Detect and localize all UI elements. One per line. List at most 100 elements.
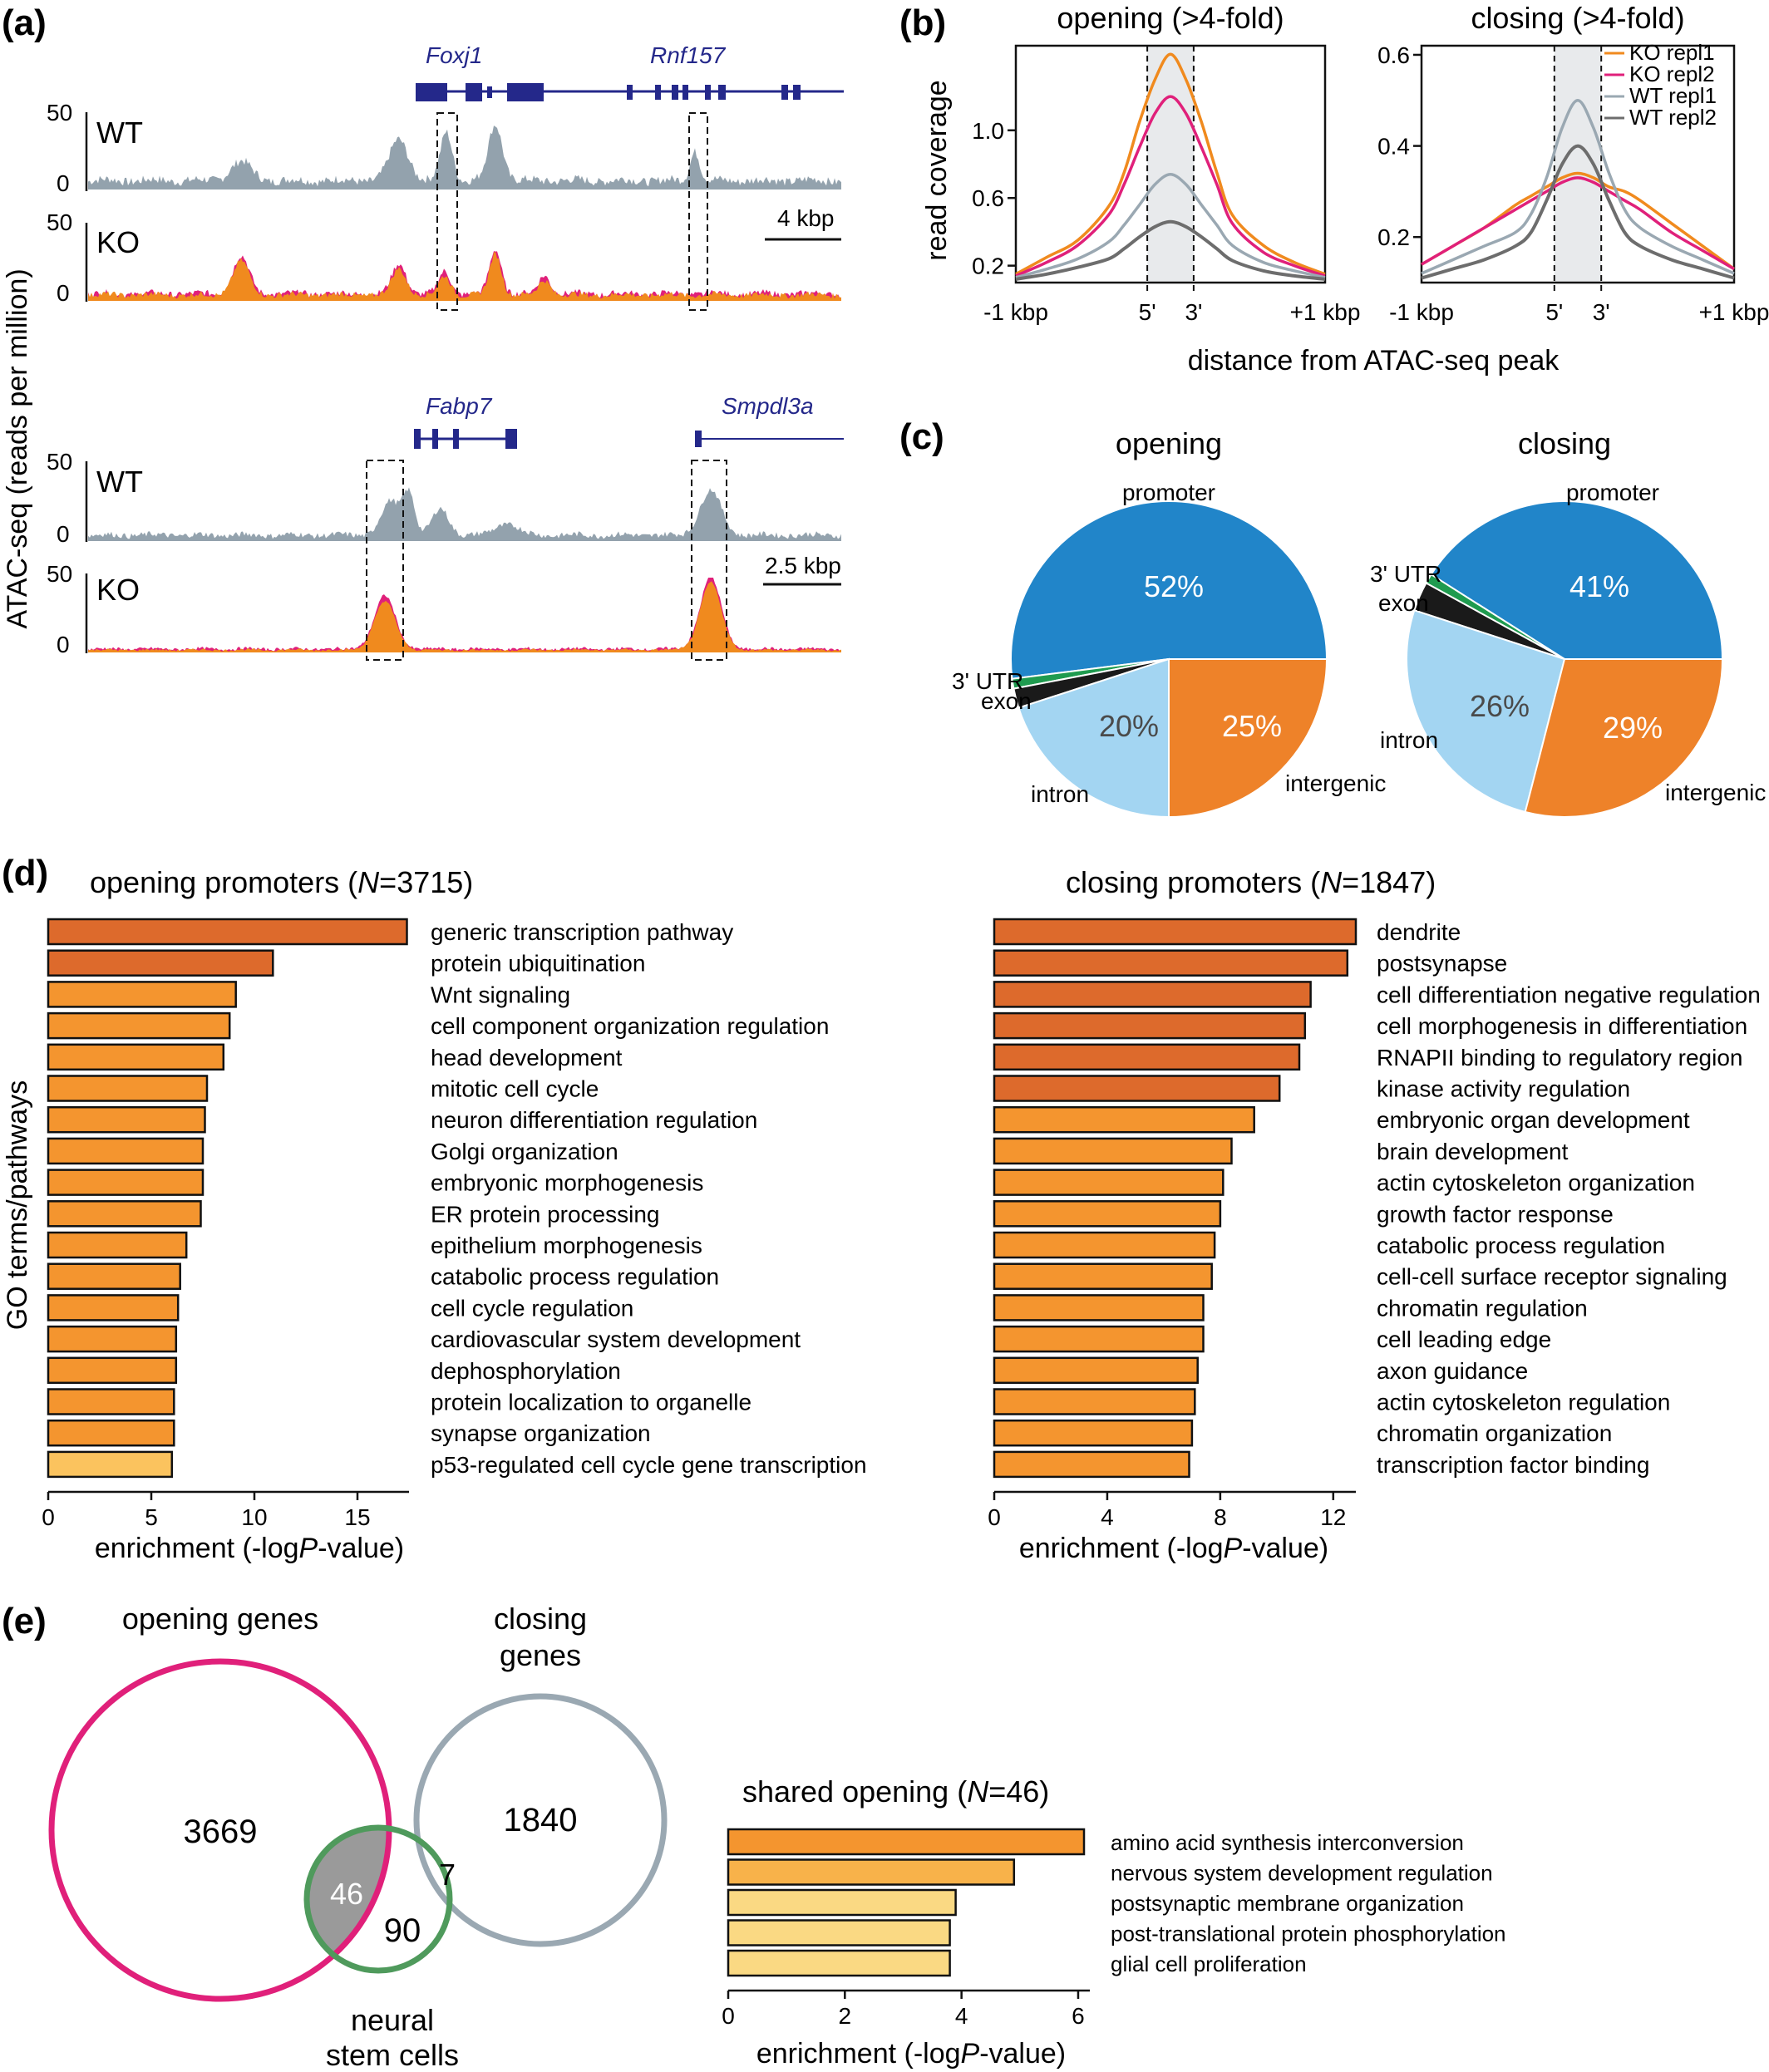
bar-category-label: chromatin organization [1377, 1420, 1612, 1446]
panel-a: (a) ATAC-seq (reads per million) Foxj1 R… [2, 2, 844, 661]
pie-category-label: intron [1380, 727, 1438, 753]
y-tick-label: 0.6 [1377, 42, 1410, 68]
series-line-wt-repl1 [1421, 99, 1735, 275]
pie-slice-intron [1018, 657, 1170, 819]
venn-count-shared-closing: 7 [439, 1858, 456, 1892]
track-bottom-wt-ymin: 0 [57, 521, 70, 547]
pie-category-label: exon [1378, 590, 1429, 616]
legend-label: WT repl2 [1629, 105, 1717, 130]
highlight-box-smpdl3a [691, 460, 727, 661]
bar-chart-opening-promoters: generic transcription pathway protein ubi… [42, 918, 867, 1530]
track-top-ko-ymin: 0 [57, 280, 70, 306]
ko-repl1-signal-bottom [88, 581, 841, 652]
bar-category-label: neuron differentiation regulation [431, 1107, 757, 1133]
y-tick-label: 0.2 [972, 253, 1004, 279]
bar [47, 1075, 209, 1102]
venn-count-nsc: 90 [384, 1912, 421, 1949]
series-line-wt-repl2 [1015, 219, 1326, 281]
x-tick-label: 6 [1072, 2003, 1085, 2029]
bar [47, 1137, 204, 1165]
bar [993, 1450, 1190, 1479]
scale-bar-top-label: 4 kbp [777, 205, 835, 231]
plot-frame [1014, 44, 1327, 284]
pie-category-label: 3' UTR [952, 668, 1023, 694]
bar [993, 1011, 1307, 1040]
track-top-wt-ymin: 0 [57, 170, 70, 196]
bar-category-label: cardiovascular system development [431, 1326, 801, 1352]
bar-category-label: actin cytoskeleton organization [1377, 1170, 1695, 1196]
bar-category-label: Golgi organization [431, 1139, 618, 1164]
bar [993, 1105, 1255, 1134]
track-top-ko-label: KO [96, 225, 140, 259]
bar-category-label: mitotic cell cycle [431, 1076, 599, 1102]
x-tick-label: 0 [42, 1504, 55, 1530]
bar [47, 1043, 225, 1071]
x-tick-label: 0 [988, 1504, 1001, 1530]
pie-value-label: 25% [1222, 709, 1282, 743]
bar-category-label: cell leading edge [1377, 1326, 1551, 1352]
track-bottom-wt: 50 0 WT [47, 449, 841, 547]
panel-e-bar-title: shared opening (N=46) [742, 1774, 1049, 1809]
y-tick-label: 1.0 [972, 118, 1004, 144]
panel-a-label: (a) [2, 2, 47, 43]
bar [47, 1011, 231, 1040]
track-top-ko-ymax: 50 [47, 209, 72, 235]
plot-frame [1420, 44, 1736, 284]
bar-category-label: embryonic morphogenesis [431, 1170, 703, 1196]
bar [47, 981, 237, 1008]
panel-c-label: (c) [899, 416, 944, 457]
x-tick-label: -1 kbp [983, 299, 1048, 325]
bar [47, 1231, 188, 1259]
x-tick-label: 5 [145, 1504, 158, 1530]
track-bottom-wt-ymax: 50 [47, 449, 72, 475]
pie-value-label: 26% [1470, 689, 1530, 723]
bar-category-label: RNAPII binding to regulatory region [1377, 1045, 1742, 1070]
legend-label: KO repl1 [1629, 40, 1715, 65]
venn-count-opening: 3669 [184, 1814, 258, 1850]
gene-model-top: Foxj1 Rnf157 [416, 42, 844, 101]
pie-value-label: 29% [1603, 711, 1663, 745]
bar [993, 981, 1312, 1008]
panel-d: (d) opening promoters (N=3715) closing p… [2, 853, 1761, 1564]
bar [993, 1200, 1222, 1228]
venn-opening-label: opening genes [122, 1602, 318, 1636]
pie-category-label: exon [981, 688, 1032, 714]
venn-nsc-label-2: stem cells [326, 2038, 459, 2072]
bar [993, 1356, 1199, 1385]
bar-category-label: catabolic process regulation [431, 1264, 719, 1290]
panel-b-xlabel: distance from ATAC-seq peak [1188, 345, 1560, 377]
x-tick-label: +1 kbp [1290, 299, 1361, 325]
bar [993, 949, 1349, 977]
legend-label: KO repl2 [1629, 62, 1715, 86]
bar [993, 1388, 1196, 1415]
bar [727, 1919, 951, 1946]
line-chart-closing: closing (>4-fold) 0.2 0.4 0.6 -1 kbp 5' 3' +1 k… [1377, 1, 1769, 325]
bar [727, 1828, 1086, 1856]
bar-category-label: generic transcription pathway [431, 919, 733, 945]
x-tick-label: 15 [344, 1504, 370, 1530]
panel-e-label: (e) [2, 1601, 47, 1641]
bar-category-label: axon guidance [1377, 1358, 1528, 1384]
bar-category-label: p53-regulated cell cycle gene transcript… [431, 1452, 867, 1478]
wt-signal-bottom [88, 487, 841, 541]
x-tick-label: 4 [955, 2003, 968, 2029]
pie-category-label: 3' UTR [1370, 561, 1441, 587]
line-chart-title: opening (>4-fold) [1057, 1, 1284, 35]
y-tick-label: 0.6 [972, 185, 1004, 211]
pie-chart-closing: closing promoter 3' UTR exon intron intergeni… [1370, 426, 1766, 818]
x-tick-label: 0 [722, 2003, 735, 2029]
panel-b: (b) read coverage distance from ATAC-seq… [899, 1, 1769, 377]
track-top-wt-label: WT [96, 116, 143, 150]
venn-count-shared-opening: 46 [330, 1877, 363, 1911]
panel-d-left-xlabel: enrichment (-logP-value) [95, 1533, 404, 1564]
bar-category-label: protein ubiquitination [431, 951, 645, 977]
venn-circle-closing [413, 1693, 668, 1947]
gene-smpdl3a-label: Smpdl3a [722, 393, 814, 419]
highlight-box-fabp7 [366, 460, 404, 661]
pie-value-label: 41% [1569, 569, 1629, 603]
legend-label: WT repl1 [1629, 83, 1717, 108]
bar-category-label: epithelium morphogenesis [431, 1233, 702, 1258]
panel-d-right-xlabel: enrichment (-logP-value) [1019, 1533, 1328, 1564]
bar-category-label: head development [431, 1045, 623, 1070]
track-top-wt: 50 0 WT [47, 100, 841, 196]
